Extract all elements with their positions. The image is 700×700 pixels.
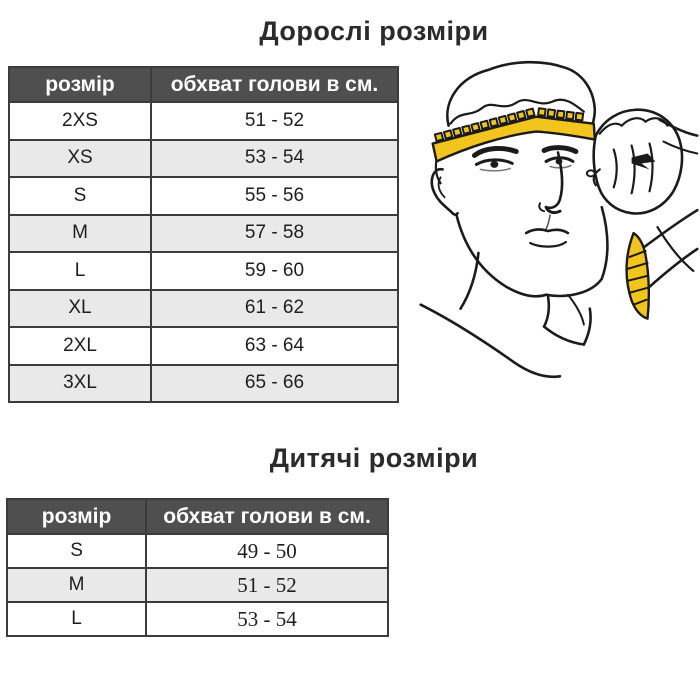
range-cell: 49 - 50 bbox=[145, 533, 389, 569]
forearm bbox=[636, 118, 699, 289]
table-row: S 49 - 50 bbox=[5, 533, 389, 569]
table-row: XS 53 - 54 bbox=[8, 138, 400, 178]
kids-table-body: S 49 - 50 M 51 - 52 L 53 - 54 bbox=[5, 533, 389, 637]
size-column-header: розмір bbox=[8, 66, 152, 103]
size-cell: L bbox=[5, 601, 148, 637]
measuring-tape-band bbox=[431, 107, 597, 163]
size-cell: M bbox=[5, 567, 148, 603]
range-cell: 53 - 54 bbox=[149, 138, 400, 178]
size-cell: 2XL bbox=[8, 326, 152, 366]
tape-teeth bbox=[433, 107, 585, 143]
range-cell: 61 - 62 bbox=[149, 288, 400, 328]
range-cell: 55 - 56 bbox=[149, 176, 400, 216]
circumference-column-header: обхват голови в см. bbox=[149, 66, 400, 103]
face-features bbox=[455, 145, 609, 298]
size-cell: M bbox=[8, 213, 152, 253]
range-cell: 53 - 54 bbox=[145, 601, 389, 637]
size-cell: S bbox=[5, 533, 148, 569]
range-cell: 51 - 52 bbox=[145, 567, 389, 603]
head-measurement-illustration bbox=[419, 60, 699, 379]
kids-sizes-title: Дитячі розміри bbox=[269, 443, 479, 473]
table-header-row: розмір обхват голови в см. bbox=[5, 498, 389, 535]
size-cell: S bbox=[8, 176, 152, 216]
range-cell: 59 - 60 bbox=[149, 251, 400, 291]
hand-fist bbox=[585, 108, 684, 215]
table-row: S 55 - 56 bbox=[8, 176, 400, 216]
ear bbox=[430, 168, 459, 216]
range-cell: 57 - 58 bbox=[149, 213, 400, 253]
left-eye bbox=[474, 158, 514, 166]
upper-lip bbox=[524, 228, 570, 235]
left-eyebrow bbox=[471, 145, 519, 158]
right-eyebrow bbox=[541, 145, 579, 154]
table-row: M 51 - 52 bbox=[5, 567, 389, 603]
size-cell: XL bbox=[8, 288, 152, 328]
size-cell: XS bbox=[8, 138, 152, 178]
adult-table-body: 2XS 51 - 52 XS 53 - 54 S 55 - 56 M 57 - 58 L 59 -… bbox=[8, 101, 400, 403]
table-row: 2XL 63 - 64 bbox=[8, 326, 400, 366]
tape-loose-end bbox=[625, 231, 651, 320]
kids-sizes-table: розмір обхват голови в см. S 49 - 50 M 51 -… bbox=[5, 498, 389, 637]
range-cell: 65 - 66 bbox=[149, 363, 400, 403]
table-row: XL 61 - 62 bbox=[8, 288, 400, 328]
range-cell: 63 - 64 bbox=[149, 326, 400, 366]
table-header-row: розмір обхват голови в см. bbox=[8, 66, 400, 103]
circumference-column-header: обхват голови в см. bbox=[145, 498, 389, 535]
table-row: L 59 - 60 bbox=[8, 251, 400, 291]
range-cell: 51 - 52 bbox=[149, 101, 400, 141]
neck-and-shoulders bbox=[419, 251, 592, 379]
size-column-header: розмір bbox=[5, 498, 148, 535]
nose bbox=[544, 151, 564, 210]
table-row: 2XS 51 - 52 bbox=[8, 101, 400, 141]
table-row: 3XL 65 - 66 bbox=[8, 363, 400, 403]
size-cell: 3XL bbox=[8, 363, 152, 403]
size-cell: 2XS bbox=[8, 101, 152, 141]
table-row: L 53 - 54 bbox=[5, 601, 389, 637]
adult-sizes-table: розмір обхват голови в см. 2XS 51 - 52 XS 5… bbox=[8, 66, 400, 403]
table-row: M 57 - 58 bbox=[8, 213, 400, 253]
lower-lip bbox=[529, 240, 568, 248]
adult-sizes-title: Дорослі розміри bbox=[259, 16, 489, 46]
size-cell: L bbox=[8, 251, 152, 291]
